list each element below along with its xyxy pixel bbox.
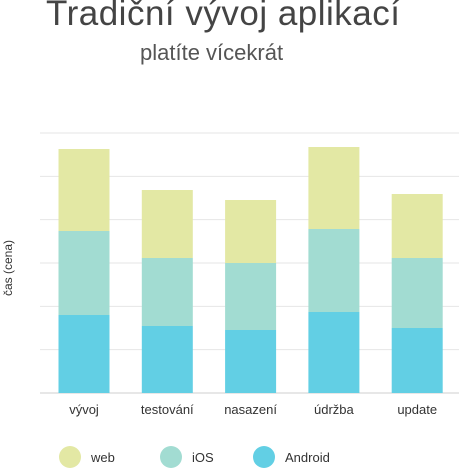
legend-label: iOS: [192, 449, 214, 465]
bar-android-0: [58, 315, 110, 393]
legend-swatch: [253, 446, 275, 468]
x-tick-label: údržba: [314, 402, 355, 417]
x-tick-label: vývoj: [69, 402, 99, 417]
chart-subtitle: platíte vícekrát: [140, 40, 284, 65]
bar-ios-2: [225, 263, 277, 330]
bar-android-3: [308, 312, 360, 393]
bar-ios-1: [141, 258, 193, 326]
bar-web-3: [308, 147, 360, 229]
bar-ios-0: [58, 231, 110, 315]
legend-item-ios: iOS: [160, 446, 214, 468]
legend-label: Android: [285, 449, 330, 465]
legend: web iOS Android: [0, 446, 459, 470]
bar-web-4: [391, 194, 443, 258]
bar-web-1: [141, 190, 193, 258]
bar-ios-4: [391, 258, 443, 328]
x-tick-label: testování: [141, 402, 194, 417]
bar-web-0: [58, 149, 110, 231]
bar-android-2: [225, 330, 277, 393]
legend-item-android: Android: [253, 446, 330, 468]
x-tick-label: nasazení: [224, 402, 277, 417]
x-tick-labels: vývoj testování nasazení údržba update: [69, 402, 437, 417]
bar-web-2: [225, 200, 277, 263]
chart-title: Tradiční vývoj aplikací: [46, 0, 401, 33]
legend-label: web: [91, 449, 115, 465]
legend-swatch: [59, 446, 81, 468]
legend-item-web: web: [59, 446, 115, 468]
y-axis-label: čas (cena): [1, 240, 15, 296]
bar-android-4: [391, 328, 443, 393]
legend-swatch: [160, 446, 182, 468]
x-tick-label: update: [397, 402, 437, 417]
bars: [58, 147, 443, 393]
stacked-bar-chart: vývoj testování nasazení údržba update čas (…: [1, 132, 459, 417]
bar-ios-3: [308, 229, 360, 312]
bar-android-1: [141, 326, 193, 393]
